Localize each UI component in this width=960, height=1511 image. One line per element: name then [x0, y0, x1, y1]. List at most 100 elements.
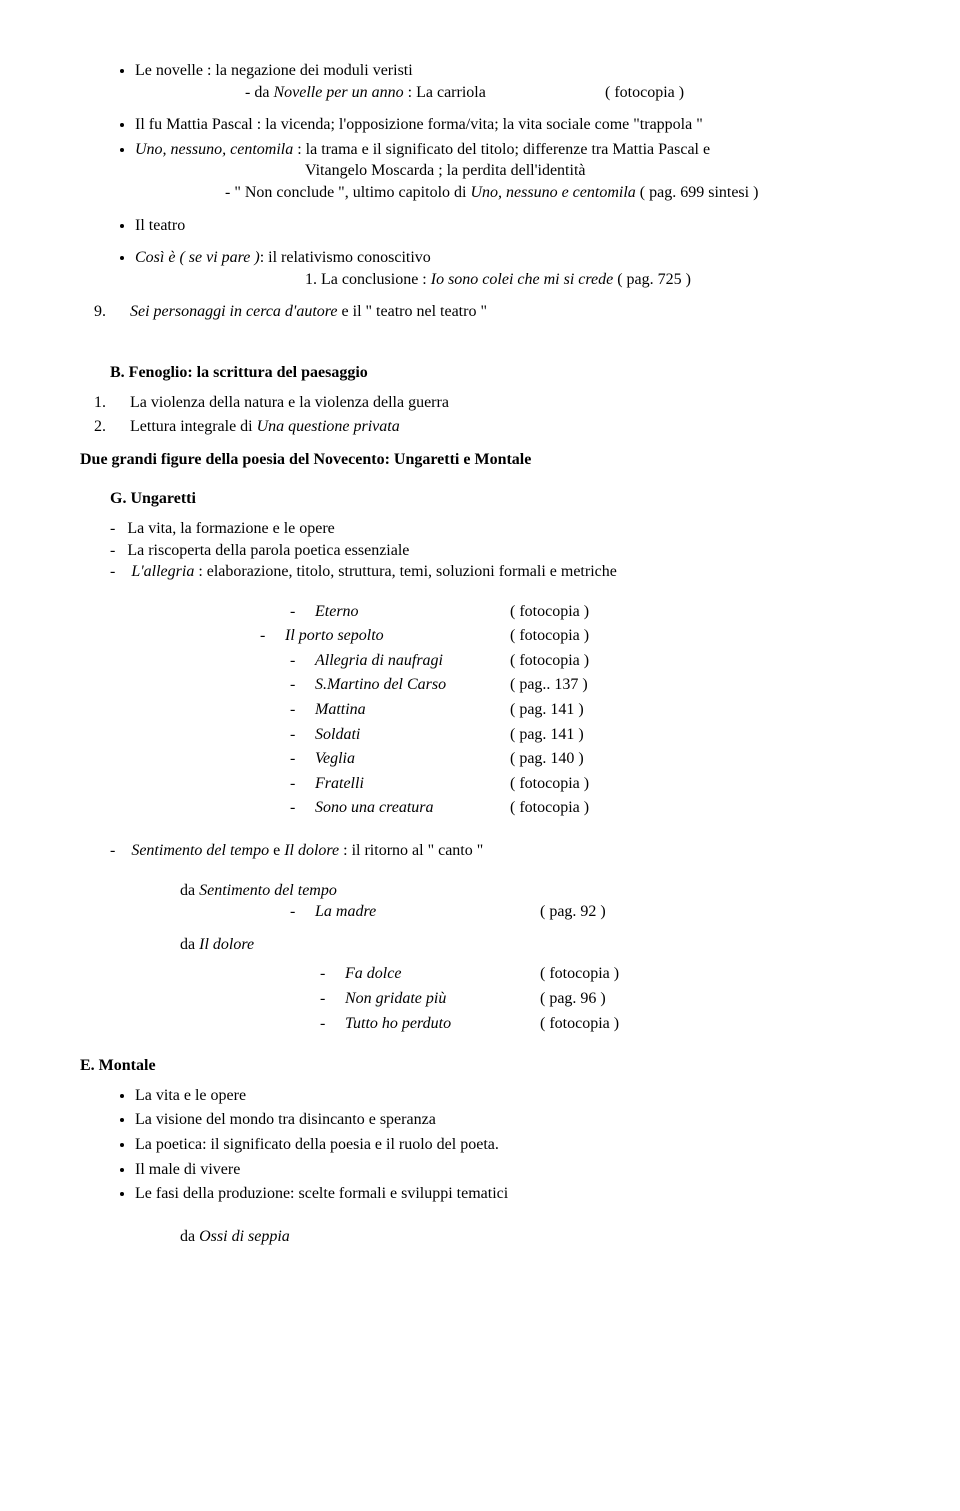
poem-item: Veglia( pag. 140 ): [290, 748, 880, 770]
poem-title: Il porto sepolto: [285, 625, 510, 647]
ref: ( fotocopia ): [510, 625, 589, 647]
poem-item: Eterno( fotocopia ): [290, 601, 880, 623]
italic-title: Novelle per un anno: [273, 84, 403, 101]
poem-title: Non gridate più: [345, 988, 540, 1010]
bullet-item: Così è ( se vi pare ): il relativismo co…: [135, 247, 880, 290]
prefix: Lettura integrale di: [130, 418, 257, 435]
poem-item: Allegria di naufragi( fotocopia ): [290, 650, 880, 672]
rest: e il " teatro nel teatro ": [342, 303, 487, 320]
text: Le novelle : la negazione dei moduli ver…: [135, 62, 413, 79]
italic1: Sentimento del tempo: [131, 842, 273, 859]
subline: 1. La conclusione : Io sono colei che mi…: [135, 269, 880, 291]
poem-title: Soldati: [315, 724, 510, 746]
dash-item: La riscoperta della parola poetica essen…: [110, 540, 880, 562]
italic-title: Una questione privata: [257, 418, 400, 435]
numbered-9: Sei personaggi in cerca d'autore e il " …: [80, 301, 880, 323]
dash-item: L'allegria : elaborazione, titolo, strut…: [110, 561, 880, 583]
italic-title: Sei personaggi in cerca d'autore: [130, 303, 342, 320]
poem-item: Soldati( pag. 141 ): [290, 724, 880, 746]
italic-title: Il dolore: [199, 936, 254, 953]
bullet-item: La vita e le opere: [135, 1085, 880, 1107]
text: La violenza della natura e la violenza d…: [130, 394, 449, 411]
ref: ( pag. 725 ): [613, 271, 691, 288]
text: Le fasi della produzione: scelte formali…: [135, 1185, 508, 1202]
poem-title: Allegria di naufragi: [315, 650, 510, 672]
title: Fenoglio: la scrittura del paesaggio: [129, 364, 368, 381]
rest: : La carriola: [404, 84, 486, 101]
poem-title: S.Martino del Carso: [315, 674, 510, 696]
mid: e: [273, 842, 284, 859]
poem-list-allegria: Eterno( fotocopia )Il porto sepolto( fot…: [80, 601, 880, 819]
subline: - da Novelle per un anno : La carriola: [245, 82, 605, 104]
section-b-list: La violenza della natura e la violenza d…: [80, 392, 880, 438]
poem-item: Non gridate più( pag. 96 ): [320, 988, 880, 1010]
rest: : il ritorno al " canto ": [339, 842, 483, 859]
ref: ( pag.. 137 ): [510, 674, 588, 696]
ref: ( pag. 699 sintesi ): [636, 184, 759, 201]
italic-title: Così è ( se vi pare ): [135, 249, 260, 266]
ref: ( fotocopia ): [510, 650, 589, 672]
bullet-item: Le fasi della produzione: scelte formali…: [135, 1183, 880, 1205]
text: Il fu Mattia Pascal : la vicenda; l'oppo…: [135, 116, 703, 133]
poem-title: Eterno: [315, 601, 510, 623]
prefix: da: [180, 1228, 199, 1245]
bullet-item: Il fu Mattia Pascal : la vicenda; l'oppo…: [135, 114, 880, 136]
rest: : elaborazione, titolo, struttura, temi,…: [194, 563, 617, 580]
line3: - " Non conclude ", ultimo capitolo di U…: [135, 182, 880, 204]
rest: : il relativismo conoscitivo: [260, 249, 431, 266]
ref: ( fotocopia ): [540, 1013, 619, 1035]
da-dolore: da Il dolore: [80, 934, 880, 956]
italic2: Il dolore: [284, 842, 339, 859]
prefix: - " Non conclude ", ultimo capitolo di: [225, 184, 470, 201]
section-novelle: Le novelle : la negazione dei moduli ver…: [80, 60, 880, 103]
italic-title: Io sono colei che mi si crede: [431, 271, 613, 288]
poem-item: S.Martino del Carso( pag.. 137 ): [290, 674, 880, 696]
text: La vita, la formazione e le opere: [127, 520, 334, 537]
section-cosi: Così è ( se vi pare ): il relativismo co…: [80, 247, 880, 290]
italic-title: Ossi di seppia: [199, 1228, 290, 1245]
poem-item: La madre ( pag. 92 ): [290, 901, 880, 923]
poem-item: Tutto ho perduto( fotocopia ): [320, 1013, 880, 1035]
text: Il teatro: [135, 217, 185, 234]
poem-item: Mattina( pag. 141 ): [290, 699, 880, 721]
bullet-item: La visione del mondo tra disincanto e sp…: [135, 1109, 880, 1131]
text: La visione del mondo tra disincanto e sp…: [135, 1111, 436, 1128]
text: La riscoperta della parola poetica essen…: [127, 542, 409, 559]
section-e-heading: E. Montale: [80, 1055, 880, 1077]
dash-item: Sentimento del tempo e Il dolore : il ri…: [110, 840, 880, 862]
italic-title: L'allegria: [131, 563, 194, 580]
prefix: da: [180, 936, 199, 953]
poem-title: Fratelli: [315, 773, 510, 795]
ref: ( fotocopia ): [540, 963, 619, 985]
da-ossi: da Ossi di seppia: [80, 1226, 880, 1248]
ref: ( fotocopia ): [605, 82, 684, 104]
italic-title: Uno, nessuno e centomila: [470, 184, 635, 201]
text: La poetica: il significato della poesia …: [135, 1136, 499, 1153]
bullet-item: La poetica: il significato della poesia …: [135, 1134, 880, 1156]
dash-item: La vita, la formazione e le opere: [110, 518, 880, 540]
section-g-dashes: La vita, la formazione e le opere La ris…: [80, 518, 880, 583]
poem-list-sentimento: La madre ( pag. 92 ): [80, 901, 880, 923]
sentimento-dash: Sentimento del tempo e Il dolore : il ri…: [80, 840, 880, 862]
ref: ( pag. 140 ): [510, 748, 584, 770]
prefix: da: [180, 882, 199, 899]
due-heading: Due grandi figure della poesia del Novec…: [80, 449, 880, 471]
letter: B.: [110, 364, 125, 381]
list-item: La violenza della natura e la violenza d…: [110, 392, 880, 414]
ref: ( fotocopia ): [510, 797, 589, 819]
ref: ( fotocopia ): [510, 773, 589, 795]
section-teatro: Il teatro: [80, 215, 880, 237]
italic-title: Uno, nessuno, centomila: [135, 141, 293, 158]
da-sentimento: da Sentimento del tempo: [80, 880, 880, 902]
ref: ( pag. 141 ): [510, 724, 584, 746]
text: Il male di vivere: [135, 1161, 240, 1178]
ref: ( fotocopia ): [510, 601, 589, 623]
poem-item: Sono una creatura( fotocopia ): [290, 797, 880, 819]
prefix: - da: [245, 84, 273, 101]
text: La vita e le opere: [135, 1087, 246, 1104]
ref: ( pag. 96 ): [540, 988, 606, 1010]
bullet-item: Le novelle : la negazione dei moduli ver…: [135, 60, 880, 103]
poem-title: Mattina: [315, 699, 510, 721]
bullet-item: Il male di vivere: [135, 1159, 880, 1181]
poem-title: Tutto ho perduto: [345, 1013, 540, 1035]
